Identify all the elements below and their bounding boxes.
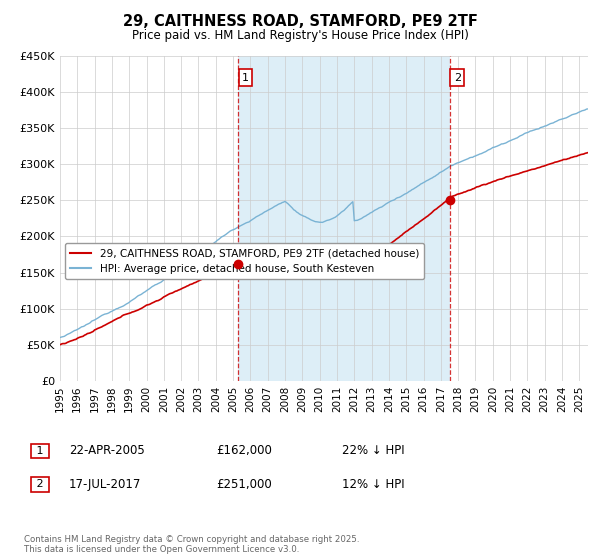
Text: 17-JUL-2017: 17-JUL-2017 xyxy=(69,478,142,491)
Text: 2: 2 xyxy=(454,73,461,83)
Text: 12% ↓ HPI: 12% ↓ HPI xyxy=(342,478,404,491)
Text: £162,000: £162,000 xyxy=(216,444,272,458)
Text: 1: 1 xyxy=(242,73,249,83)
Text: Contains HM Land Registry data © Crown copyright and database right 2025.
This d: Contains HM Land Registry data © Crown c… xyxy=(24,535,359,554)
Bar xyxy=(238,56,450,381)
Text: £251,000: £251,000 xyxy=(216,478,272,491)
Text: 22-APR-2005: 22-APR-2005 xyxy=(69,444,145,458)
Text: 22% ↓ HPI: 22% ↓ HPI xyxy=(342,444,404,458)
Text: 1: 1 xyxy=(33,446,47,456)
Text: Price paid vs. HM Land Registry's House Price Index (HPI): Price paid vs. HM Land Registry's House … xyxy=(131,29,469,42)
Legend: 29, CAITHNESS ROAD, STAMFORD, PE9 2TF (detached house), HPI: Average price, deta: 29, CAITHNESS ROAD, STAMFORD, PE9 2TF (d… xyxy=(65,243,424,279)
Text: 2: 2 xyxy=(33,479,47,489)
Text: 29, CAITHNESS ROAD, STAMFORD, PE9 2TF: 29, CAITHNESS ROAD, STAMFORD, PE9 2TF xyxy=(122,14,478,29)
